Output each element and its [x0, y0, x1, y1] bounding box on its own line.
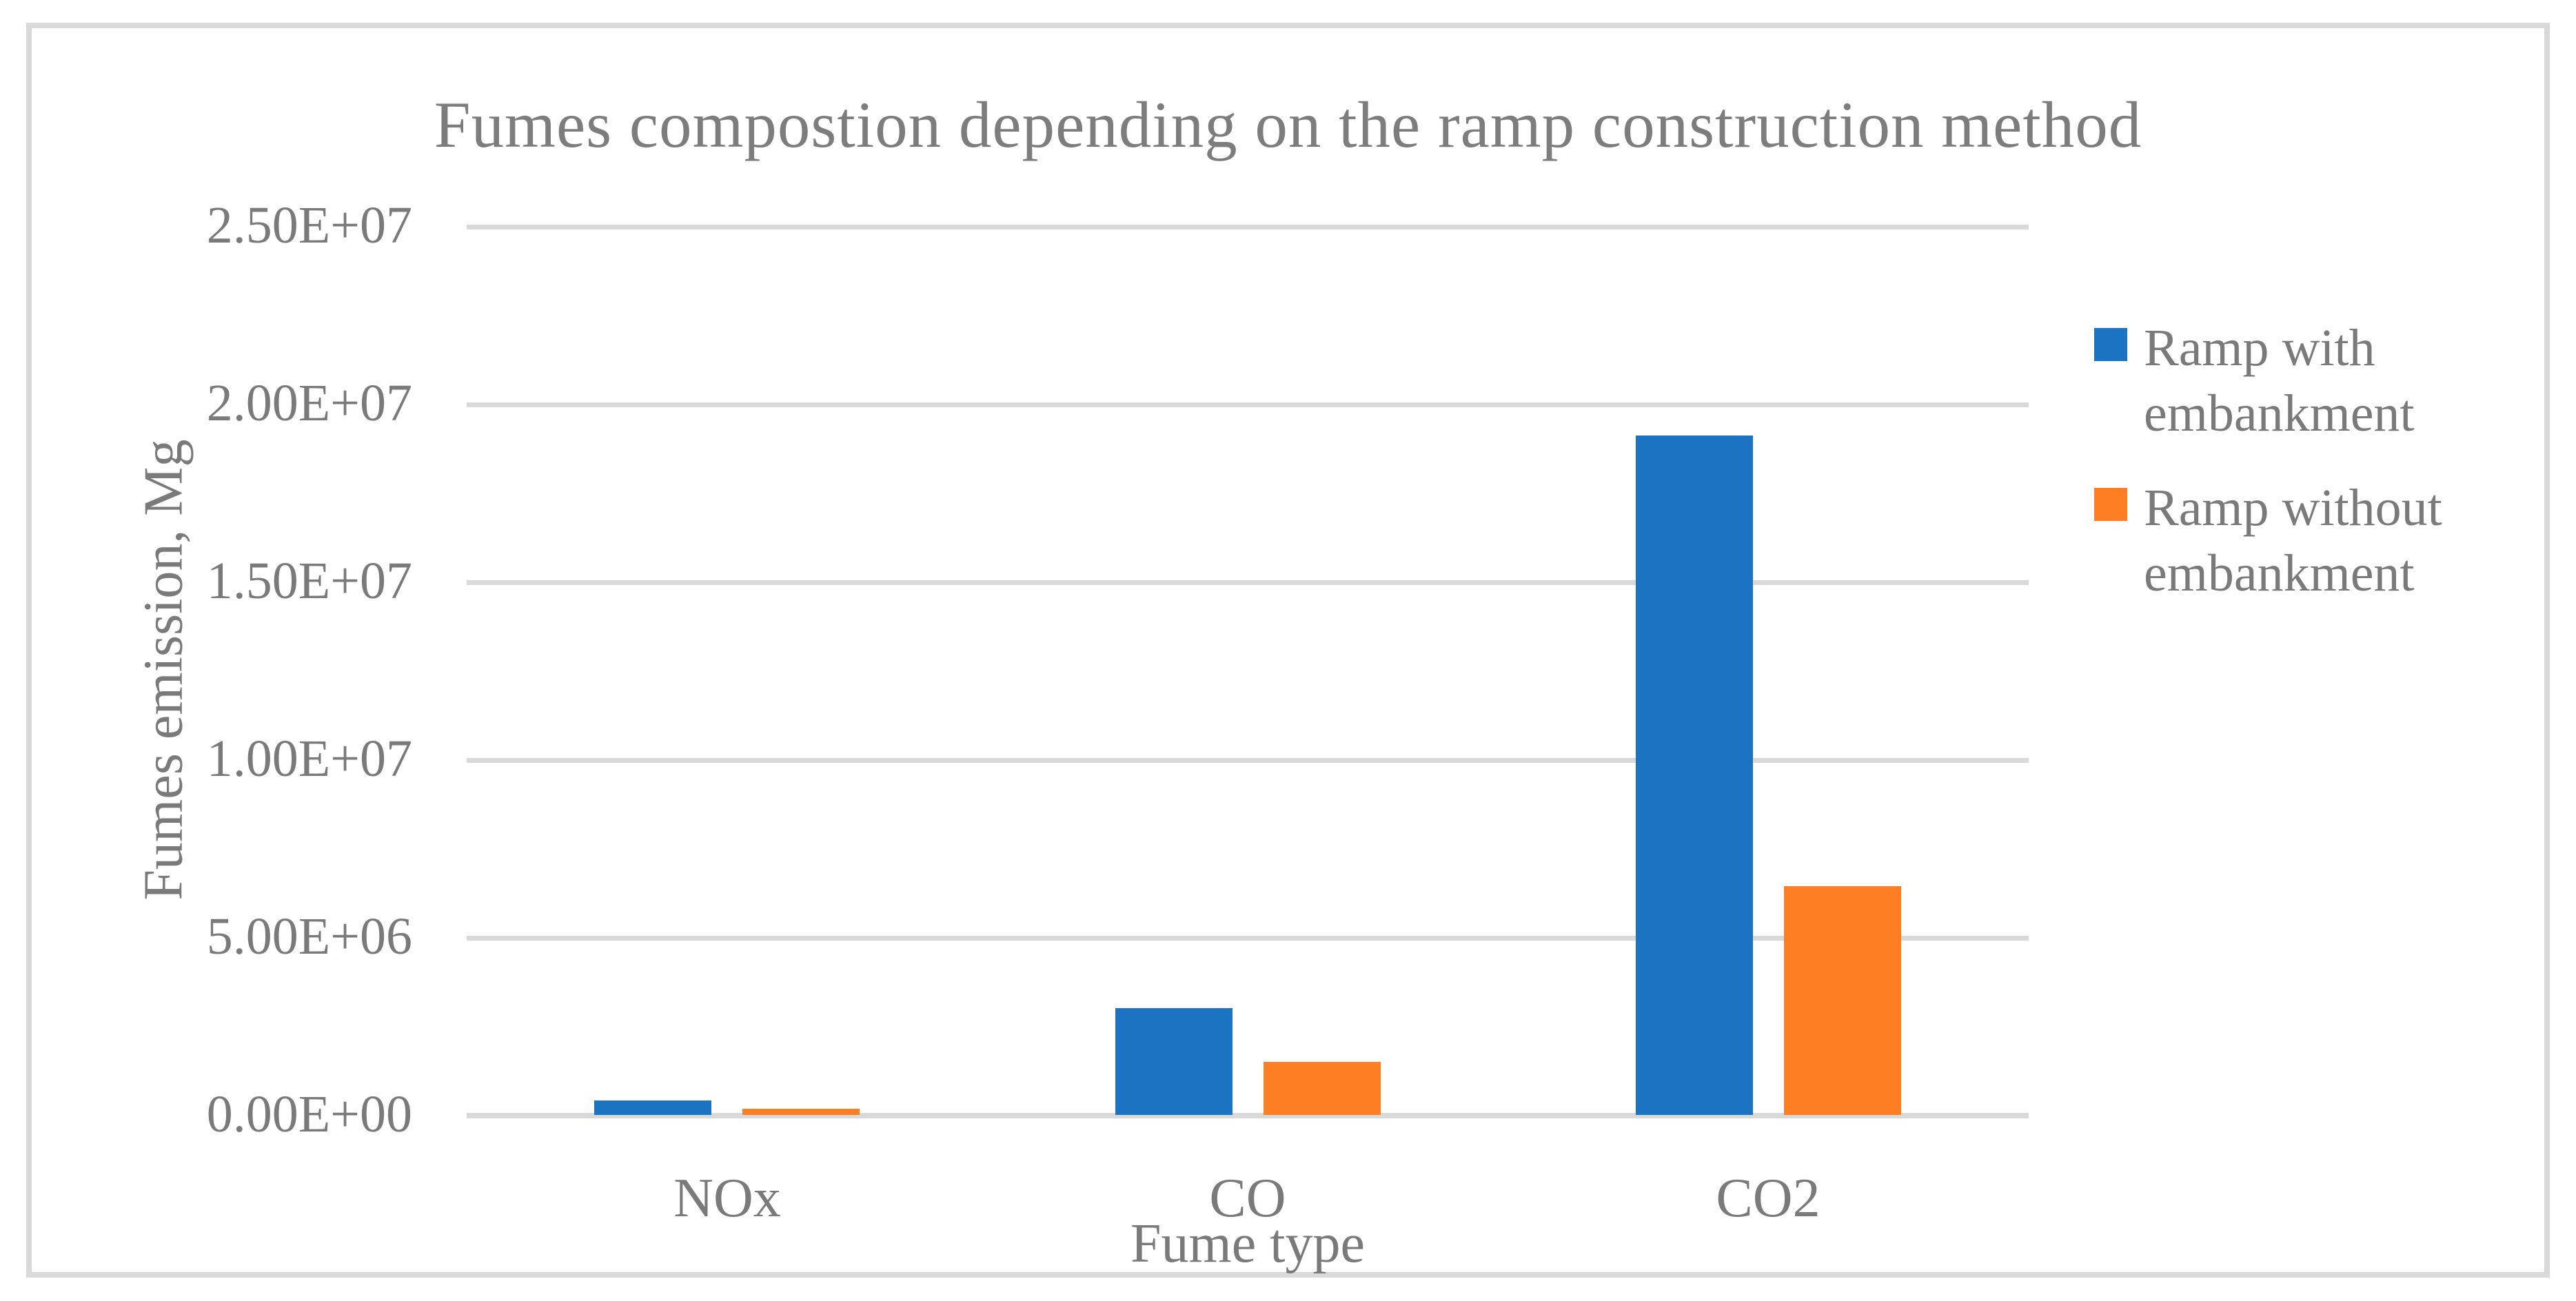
gridline [467, 936, 2029, 941]
y-tick-label: 1.50E+07 [206, 551, 412, 610]
bar-ramp-with-embankment-co [1115, 1008, 1233, 1115]
legend-item: Ramp with embankment [2094, 316, 2415, 447]
legend-label: Ramp with embankment [2144, 319, 2415, 442]
bar-ramp-without-embankment-co2 [1784, 886, 1901, 1115]
y-axis-title: Fumes emission, Mg [133, 439, 194, 901]
y-tick-label: 1.00E+07 [206, 729, 412, 788]
bar-ramp-with-embankment-co2 [1636, 436, 1753, 1115]
y-tick-label: 2.50E+07 [206, 196, 412, 254]
x-axis-title: Fume type [1130, 1213, 1365, 1274]
legend-swatch-icon [2094, 488, 2127, 521]
bar-ramp-with-embankment-nox [594, 1100, 711, 1115]
bar-ramp-without-embankment-co [1264, 1062, 1381, 1115]
y-tick-label: 2.00E+07 [206, 373, 412, 432]
legend-label: Ramp without embankment [2144, 479, 2442, 602]
bar-ramp-without-embankment-nox [742, 1109, 860, 1115]
x-axis-line [467, 1113, 2029, 1118]
category-label: NOx [673, 1168, 781, 1229]
y-tick-label: 0.00E+00 [206, 1085, 412, 1143]
gridline [467, 225, 2029, 229]
chart-title: Fumes compostion depending on the ramp c… [434, 88, 2142, 161]
legend-item: Ramp without embankment [2094, 475, 2442, 606]
gridline [467, 402, 2029, 407]
legend-swatch-icon [2094, 328, 2127, 361]
category-label: CO2 [1716, 1168, 1821, 1229]
category-label: CO [1209, 1168, 1286, 1229]
gridline [467, 580, 2029, 585]
gridline [467, 758, 2029, 763]
y-tick-label: 5.00E+06 [206, 907, 412, 965]
